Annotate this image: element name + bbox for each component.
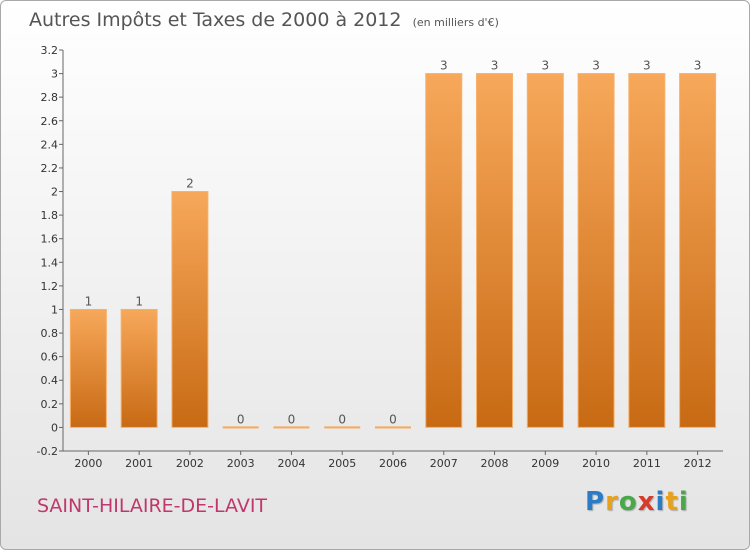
logo-letter: i — [678, 487, 689, 517]
x-tick-label: 2001 — [125, 457, 153, 470]
y-tick-label: 3.2 — [41, 44, 59, 57]
bar-value-label: 3 — [694, 59, 702, 73]
y-tick-label: 0 — [51, 421, 58, 434]
logo-letter: x — [637, 487, 656, 517]
logo-letter: r — [605, 487, 619, 517]
x-tick-label: 2012 — [684, 457, 712, 470]
bar — [679, 73, 717, 428]
bar — [526, 73, 564, 428]
chart-title: Autres Impôts et Taxes de 2000 à 2012 — [29, 9, 402, 31]
bar — [577, 73, 615, 428]
logo-letter: t — [665, 487, 679, 517]
y-tick-label: 1.6 — [41, 233, 59, 246]
bar — [425, 73, 463, 428]
bar-value-label: 1 — [135, 294, 143, 308]
y-tick-label: 1.2 — [41, 280, 59, 293]
y-tick-label: 1 — [51, 303, 58, 316]
bar-value-label: 0 — [288, 412, 296, 426]
bar-value-label: 3 — [440, 59, 448, 73]
y-tick-label: 2.8 — [41, 91, 59, 104]
bar — [120, 308, 158, 428]
bar — [222, 426, 259, 429]
title-row: Autres Impôts et Taxes de 2000 à 2012 (e… — [29, 9, 499, 31]
y-tick-label: 3 — [51, 68, 58, 81]
bar — [375, 426, 411, 429]
y-tick-label: 2.2 — [41, 162, 59, 175]
y-tick-label: 0.8 — [41, 327, 59, 340]
logo-letter: P — [585, 487, 606, 517]
y-tick-label: 2 — [51, 186, 58, 199]
bar-value-label: 1 — [85, 294, 93, 308]
logo-letter: i — [655, 487, 666, 517]
x-tick-label: 2008 — [481, 457, 509, 470]
bar-value-label: 3 — [491, 59, 499, 73]
bar — [171, 191, 209, 428]
bar-value-label: 3 — [643, 59, 651, 73]
y-tick-label: 0.2 — [41, 398, 59, 411]
x-tick-label: 2004 — [277, 457, 305, 470]
bar-value-label: 0 — [338, 412, 346, 426]
x-tick-label: 2006 — [379, 457, 407, 470]
bar-value-label: 0 — [237, 412, 245, 426]
x-tick-label: 2000 — [74, 457, 102, 470]
x-tick-label: 2011 — [633, 457, 661, 470]
x-tick-label: 2003 — [227, 457, 255, 470]
x-tick-label: 2010 — [582, 457, 610, 470]
bar — [476, 73, 514, 428]
y-tick-label: -0.2 — [37, 445, 58, 458]
bar — [273, 426, 310, 429]
y-tick-label: 1.4 — [41, 256, 59, 269]
x-tick-label: 2007 — [430, 457, 458, 470]
y-tick-label: 0.4 — [41, 374, 59, 387]
bar — [69, 308, 107, 428]
proxiti-logo[interactable]: Proxiti — [585, 487, 689, 517]
y-tick-label: 2.4 — [41, 138, 59, 151]
y-tick-label: 2.6 — [41, 115, 59, 128]
y-tick-label: 0.6 — [41, 351, 59, 364]
bar — [628, 73, 666, 428]
bar-value-label: 3 — [592, 59, 600, 73]
logo-letter: o — [618, 487, 638, 517]
x-tick-label: 2005 — [328, 457, 356, 470]
y-tick-label: 1.8 — [41, 209, 59, 222]
x-tick-label: 2002 — [176, 457, 204, 470]
bar-value-label: 0 — [389, 412, 397, 426]
bar-value-label: 2 — [186, 177, 194, 191]
commune-name: SAINT-HILAIRE-DE-LAVIT — [37, 495, 268, 517]
bar — [324, 426, 361, 429]
x-tick-label: 2009 — [531, 457, 559, 470]
bar-value-label: 3 — [541, 59, 549, 73]
chart-subtitle: (en milliers d'€) — [412, 16, 499, 29]
